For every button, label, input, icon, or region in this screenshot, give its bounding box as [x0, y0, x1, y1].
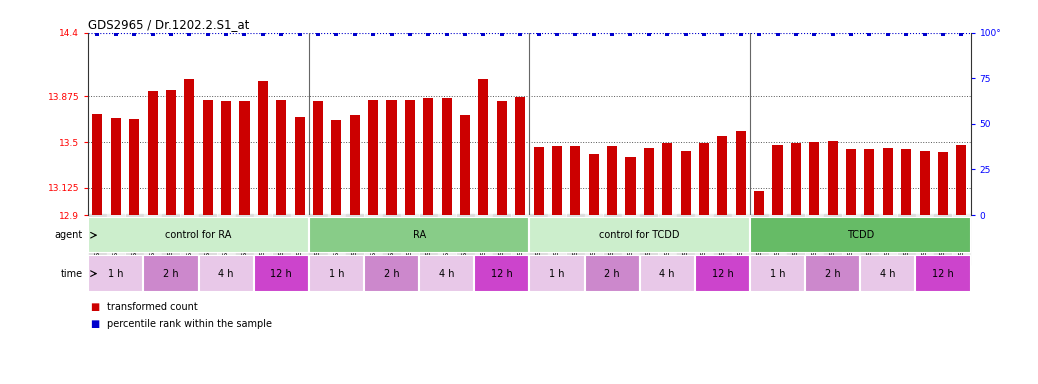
Text: percentile rank within the sample: percentile rank within the sample: [107, 319, 272, 329]
Bar: [166, 90, 176, 215]
Text: 2 h: 2 h: [163, 268, 179, 279]
Bar: [607, 146, 618, 215]
Bar: [882, 148, 893, 215]
Text: 1 h: 1 h: [329, 268, 345, 279]
Bar: [662, 143, 673, 215]
Bar: [681, 151, 690, 215]
Bar: [185, 79, 194, 215]
Bar: [198, 255, 253, 292]
Text: ■: ■: [90, 319, 100, 329]
Bar: [111, 118, 120, 215]
Bar: [749, 217, 971, 253]
Bar: [529, 217, 749, 253]
Bar: [441, 98, 452, 215]
Text: time: time: [61, 268, 83, 279]
Bar: [639, 255, 694, 292]
Bar: [309, 217, 529, 253]
Text: control for RA: control for RA: [165, 230, 231, 240]
Bar: [956, 144, 966, 215]
Text: 2 h: 2 h: [384, 268, 400, 279]
Bar: [386, 99, 397, 215]
Bar: [938, 152, 948, 215]
Bar: [584, 255, 639, 292]
Text: 12 h: 12 h: [711, 268, 733, 279]
Bar: [460, 115, 470, 215]
Bar: [644, 148, 654, 215]
Bar: [147, 91, 158, 215]
Text: ■: ■: [90, 302, 100, 312]
Text: 4 h: 4 h: [880, 268, 896, 279]
Text: 1 h: 1 h: [770, 268, 786, 279]
Text: 12 h: 12 h: [491, 268, 513, 279]
Bar: [827, 141, 838, 215]
Bar: [534, 147, 544, 215]
Bar: [405, 99, 415, 215]
Text: 4 h: 4 h: [659, 268, 675, 279]
Bar: [749, 255, 805, 292]
Bar: [754, 191, 764, 215]
Bar: [570, 146, 580, 215]
Text: 2 h: 2 h: [825, 268, 841, 279]
Bar: [515, 97, 525, 215]
Bar: [861, 255, 916, 292]
Bar: [552, 146, 562, 215]
Text: 12 h: 12 h: [270, 268, 292, 279]
Bar: [699, 143, 709, 215]
Bar: [694, 255, 749, 292]
Bar: [368, 99, 378, 215]
Text: 1 h: 1 h: [108, 268, 124, 279]
Bar: [497, 101, 507, 215]
Bar: [589, 154, 599, 215]
Bar: [129, 119, 139, 215]
Text: GDS2965 / Dr.1202.2.S1_at: GDS2965 / Dr.1202.2.S1_at: [88, 18, 249, 31]
Text: 4 h: 4 h: [218, 268, 234, 279]
Text: 1 h: 1 h: [549, 268, 565, 279]
Bar: [846, 149, 856, 215]
Bar: [221, 101, 231, 215]
Bar: [424, 98, 433, 215]
Bar: [253, 255, 309, 292]
Text: control for TCDD: control for TCDD: [599, 230, 680, 240]
Bar: [805, 255, 861, 292]
Bar: [474, 255, 529, 292]
Bar: [772, 144, 783, 215]
Bar: [240, 101, 249, 215]
Bar: [479, 79, 489, 215]
Bar: [309, 255, 364, 292]
Bar: [350, 115, 360, 215]
Bar: [202, 99, 213, 215]
Text: agent: agent: [55, 230, 83, 240]
Bar: [88, 217, 309, 253]
Bar: [791, 143, 801, 215]
Bar: [143, 255, 198, 292]
Text: RA: RA: [412, 230, 426, 240]
Bar: [419, 255, 474, 292]
Text: transformed count: transformed count: [107, 302, 197, 312]
Bar: [865, 149, 874, 215]
Bar: [901, 149, 911, 215]
Bar: [92, 114, 103, 215]
Bar: [312, 101, 323, 215]
Text: 2 h: 2 h: [604, 268, 620, 279]
Bar: [257, 81, 268, 215]
Bar: [295, 116, 305, 215]
Text: TCDD: TCDD: [847, 230, 874, 240]
Text: 4 h: 4 h: [439, 268, 455, 279]
Bar: [88, 255, 143, 292]
Bar: [736, 131, 746, 215]
Bar: [916, 255, 971, 292]
Bar: [331, 120, 342, 215]
Bar: [920, 151, 930, 215]
Bar: [529, 255, 584, 292]
Bar: [364, 255, 419, 292]
Bar: [626, 157, 635, 215]
Bar: [276, 99, 286, 215]
Bar: [717, 136, 728, 215]
Bar: [810, 142, 819, 215]
Text: 12 h: 12 h: [932, 268, 954, 279]
